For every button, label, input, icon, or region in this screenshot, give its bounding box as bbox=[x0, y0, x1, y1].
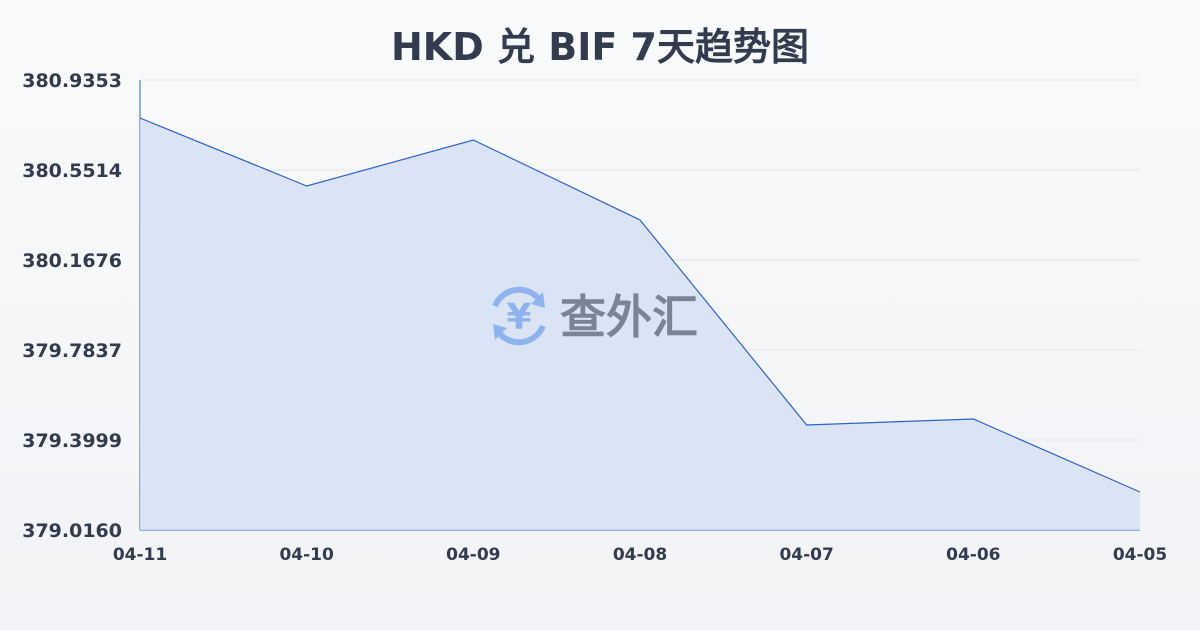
svg-text:¥: ¥ bbox=[506, 297, 531, 338]
x-tick-label: 04-06 bbox=[946, 545, 1000, 565]
y-tick-label: 379.3999 bbox=[22, 430, 122, 452]
x-tick-label: 04-07 bbox=[779, 545, 833, 565]
y-tick-label: 379.0160 bbox=[22, 520, 122, 542]
x-tick-label: 04-09 bbox=[446, 545, 500, 565]
y-tick-label: 380.1676 bbox=[22, 250, 122, 272]
x-tick-label: 04-10 bbox=[279, 545, 334, 565]
y-tick-label: 380.5514 bbox=[22, 160, 122, 182]
y-tick-label: 380.9353 bbox=[22, 70, 122, 92]
watermark-text: 查外汇 bbox=[560, 290, 698, 344]
chart-title: HKD 兑 BIF 7天趋势图 bbox=[391, 25, 809, 69]
x-tick-label: 04-11 bbox=[113, 545, 167, 565]
x-tick-label: 04-08 bbox=[613, 545, 667, 565]
watermark: ¥ 查外汇 bbox=[492, 286, 698, 346]
y-tick-label: 379.7837 bbox=[22, 340, 122, 362]
area-fill bbox=[140, 118, 1140, 530]
x-tick-label: 04-05 bbox=[1113, 545, 1167, 565]
yen-exchange-icon: ¥ bbox=[492, 286, 546, 346]
